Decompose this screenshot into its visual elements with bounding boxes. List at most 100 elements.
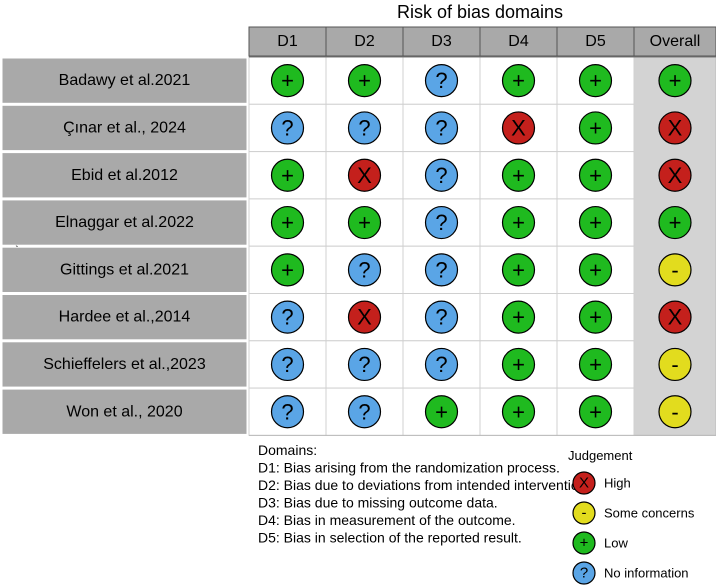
marker-row7-d5-circle — [578, 395, 613, 429]
marker-row2-d5-circle — [578, 158, 613, 192]
marker-row7-d1-circle — [270, 395, 305, 429]
study-label-1: Çınar et al., 2024 — [63, 119, 186, 136]
marker-row3-d5: + — [578, 205, 613, 240]
marker-row4-d5-symbol: + — [589, 257, 602, 282]
marker-row2-d4: + — [501, 158, 536, 192]
marker-row2-d4-symbol: + — [512, 163, 525, 188]
marker-row4-d5: + — [578, 253, 613, 287]
marker-row5-d5-symbol: + — [589, 305, 602, 330]
marker-row4-overall-circle — [658, 253, 692, 287]
study-label-6: Schieffelers et al.,2023 — [43, 356, 206, 373]
legend-domain-5: D5: Bias in selection of the reported re… — [258, 530, 522, 546]
marker-row0-d1: + — [270, 64, 305, 98]
header-cell-d1 — [248, 26, 327, 57]
marker-row1-d3: ? — [424, 111, 459, 145]
marker-row0-d3: ? — [424, 64, 459, 98]
marker-row0-overall-circle — [658, 64, 692, 98]
marker-row1-d2-circle — [347, 111, 382, 145]
marker-row6-d3-circle — [424, 347, 459, 382]
marker-row0-d2-symbol: + — [358, 68, 371, 93]
legend-marker-no_information-symbol: ? — [580, 565, 588, 582]
marker-row5-d2-symbol: X — [357, 305, 372, 330]
marker-row5-d4-symbol: + — [512, 305, 525, 330]
marker-row5-overall-circle — [658, 300, 692, 334]
marker-row6-d3: ? — [424, 347, 459, 382]
header-cell-overall — [633, 26, 716, 57]
marker-row3-d1: + — [270, 205, 305, 240]
header-label-d5: D5 — [585, 33, 606, 50]
marker-row2-d5: + — [578, 158, 613, 192]
marker-row3-d3-symbol: ? — [435, 210, 447, 235]
marker-row2-d2: X — [347, 158, 382, 192]
legend-marker-low: + — [572, 531, 596, 555]
legend-layer: Domains: D1: Bias arising from the random… — [258, 442, 695, 585]
marker-row1-d3-symbol: ? — [435, 115, 447, 140]
marker-row1-d1-symbol: ? — [281, 115, 293, 140]
legend-label-high: High — [604, 476, 631, 491]
legend-domain-3: D3: Bias due to missing outcome data. — [258, 495, 498, 511]
header-label-d2: D2 — [354, 33, 375, 50]
marker-row7-d3-symbol: + — [435, 399, 448, 424]
header-label-d4: D4 — [508, 33, 529, 50]
legend-marker-some_concerns-circle — [572, 501, 596, 525]
legend-marker-no_information-circle — [572, 561, 596, 585]
header-label-overall: Overall — [650, 33, 701, 50]
study-label-4: Gittings et al.2021 — [60, 261, 189, 278]
marker-row3-d3: ? — [424, 205, 459, 240]
marker-row0-d2: + — [347, 64, 382, 98]
marker-row7-d5: + — [578, 395, 613, 429]
marker-row0-d5-symbol: + — [589, 68, 602, 93]
marker-row0-d3-circle — [424, 64, 459, 98]
marker-row6-d5-circle — [578, 347, 613, 382]
marker-row7-d4: + — [501, 395, 536, 429]
marker-row4-d4-symbol: + — [512, 257, 525, 282]
study-label-5: Hardee et al.,2014 — [59, 309, 191, 326]
marker-row4-d1-symbol: + — [281, 257, 294, 282]
marker-row2-d1: + — [270, 158, 305, 192]
cells-layer: + +? + + +??? X + X + X? + + X + +? + + + +?? + + -? X? + + X??? +… — [270, 64, 692, 429]
marker-row6-overall-circle — [658, 347, 692, 382]
marker-row4-d1: + — [270, 253, 305, 287]
marker-row2-d1-circle — [270, 158, 305, 192]
legend-marker-high: X — [572, 471, 596, 495]
study-label-7: Won et al., 2020 — [66, 403, 182, 420]
marker-row0-d4-symbol: + — [512, 68, 525, 93]
marker-row2-d4-circle — [501, 158, 536, 192]
marker-row1-d4: X — [501, 111, 536, 145]
marker-row3-overall: + — [658, 205, 692, 240]
marker-row3-d5-circle — [578, 205, 613, 240]
marker-row5-overall-symbol: X — [668, 305, 683, 330]
header-cell-d5 — [556, 26, 635, 57]
study-cell-3 — [1, 199, 248, 246]
marker-row6-d2: ? — [347, 347, 382, 382]
marker-row1-overall-symbol: X — [668, 115, 683, 140]
marker-row2-d3-circle — [424, 158, 459, 192]
marker-row1-d4-symbol: X — [511, 115, 526, 140]
marker-row0-d1-circle — [270, 64, 305, 98]
marker-row3-d2-circle — [347, 205, 382, 240]
marker-row6-d1: ? — [270, 347, 305, 382]
marker-row4-d1-circle — [270, 253, 305, 287]
marker-row2-d5-symbol: + — [589, 163, 602, 188]
marker-row5-d3-symbol: ? — [435, 305, 447, 330]
marker-row5-d3-circle — [424, 300, 459, 334]
legend-marker-some_concerns: - — [572, 501, 596, 525]
marker-row6-overall-symbol: - — [671, 352, 678, 377]
study-label-3: Elnaggar et al.2022 — [55, 214, 194, 231]
marker-row4-d5-circle — [578, 253, 613, 287]
marker-row4-d4: + — [501, 253, 536, 287]
marker-row3-d1-symbol: + — [281, 210, 294, 235]
marker-row7-d1-symbol: ? — [281, 399, 293, 424]
marker-row7-overall-symbol: - — [671, 399, 678, 424]
header-cell-d2 — [325, 26, 404, 57]
study-label-2: Ebid et al.2012 — [71, 167, 178, 184]
study-cell-0 — [1, 57, 248, 104]
marker-row6-d2-circle — [347, 347, 382, 382]
marker-row7-d3: + — [424, 395, 459, 429]
marker-row3-d2-symbol: + — [358, 210, 371, 235]
legend-domain-1: D1: Bias arising from the randomization … — [258, 460, 560, 476]
marker-row4-d3: ? — [424, 253, 459, 287]
study-cell-5 — [1, 294, 248, 341]
marker-row3-d4-circle — [501, 205, 536, 240]
marker-row0-overall-symbol: + — [669, 68, 682, 93]
